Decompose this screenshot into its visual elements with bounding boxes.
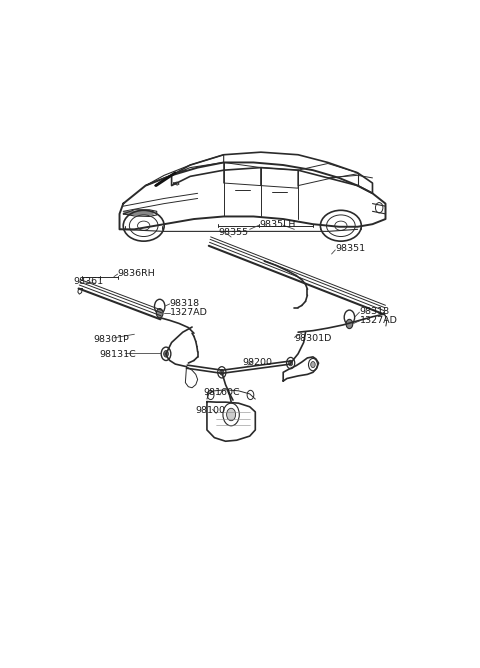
Circle shape [220,369,224,375]
Text: 98131C: 98131C [99,350,136,359]
Circle shape [218,367,226,378]
Text: 9836RH: 9836RH [118,269,156,277]
Circle shape [375,202,383,213]
Ellipse shape [123,210,164,241]
Ellipse shape [130,215,158,236]
Text: 98318: 98318 [360,307,390,316]
Circle shape [207,390,214,399]
Text: 98301D: 98301D [294,335,332,343]
Circle shape [223,403,240,426]
Text: 98301P: 98301P [94,335,129,344]
Circle shape [156,309,163,318]
Text: 98318: 98318 [170,299,200,308]
Circle shape [227,408,236,421]
Circle shape [344,310,355,325]
Text: 1327AD: 1327AD [170,308,208,317]
Circle shape [346,319,353,329]
Text: 98351: 98351 [335,244,365,253]
Circle shape [309,359,317,371]
Text: 98200: 98200 [242,357,272,367]
Circle shape [164,351,168,357]
Circle shape [288,360,293,366]
Circle shape [247,390,254,399]
Ellipse shape [138,221,150,230]
Text: 98361: 98361 [74,277,104,287]
Ellipse shape [326,215,355,236]
Circle shape [161,347,171,361]
Circle shape [155,299,165,314]
Text: 98160C: 98160C [203,388,240,397]
Circle shape [311,361,315,367]
Text: 9835LH: 9835LH [259,220,295,228]
Ellipse shape [321,210,361,241]
Text: 98355: 98355 [218,228,248,237]
Circle shape [287,357,295,369]
Text: 1327AD: 1327AD [360,316,397,325]
Text: 98100: 98100 [196,406,226,415]
Ellipse shape [335,221,347,230]
